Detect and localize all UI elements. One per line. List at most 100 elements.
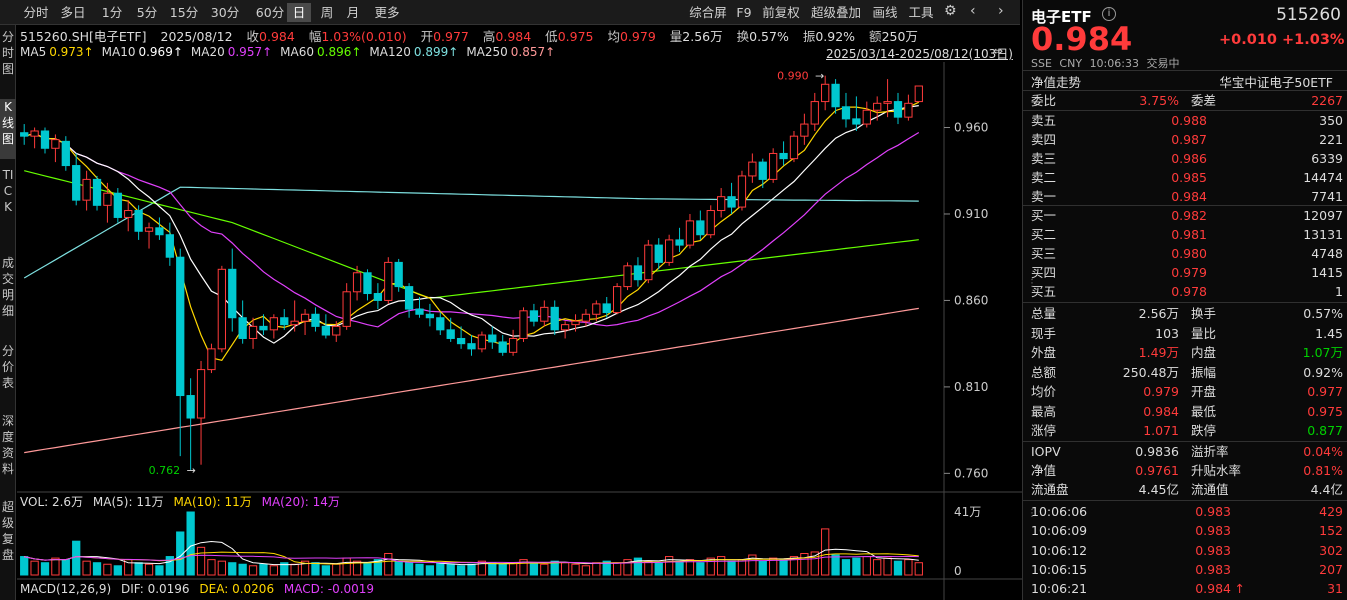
volume-bar xyxy=(488,562,497,576)
scroll-handle-icon-2[interactable]: ⋮ xyxy=(1027,508,1037,519)
volume-bar xyxy=(706,557,715,576)
ask-volume: 221 xyxy=(1319,132,1343,147)
period-tab[interactable]: 周 xyxy=(320,5,334,20)
amplitude-label: 振 xyxy=(802,29,816,44)
sidebar-tab[interactable]: 分时图 xyxy=(1,30,14,76)
etf-stat-label: IOPV xyxy=(1031,444,1061,459)
security-code-display: 515260 xyxy=(1276,5,1341,25)
period-tab[interactable]: 30分 xyxy=(210,5,240,20)
etf-stat-row: IOPV 0.9836 溢折率 0.04% xyxy=(1031,442,1343,462)
stat-label: 最高 xyxy=(1031,403,1057,419)
sidebar-tab[interactable]: K线图 xyxy=(0,99,16,159)
tick-volume: 207 xyxy=(1319,561,1343,577)
nav-trend-link[interactable]: 净值走势 xyxy=(1031,75,1082,90)
volume-bar xyxy=(311,562,320,576)
toolbar-action[interactable]: 超级叠加 xyxy=(810,5,861,20)
tick-time: 10:06:15 xyxy=(1031,561,1088,577)
volume-axis-label: 0 xyxy=(954,564,962,578)
chevron-right-icon[interactable]: › xyxy=(998,3,1004,19)
volume-bar xyxy=(623,559,632,576)
period-tab[interactable]: 60分 xyxy=(255,5,285,20)
etf-stat-value: 4.45亿 xyxy=(1138,482,1179,497)
chevron-left-icon[interactable]: ‹ xyxy=(970,3,976,19)
volume-bar xyxy=(498,563,507,576)
stat-value: 250.48万 xyxy=(1122,364,1179,380)
period-tab[interactable]: 更多 xyxy=(374,5,400,20)
stat-label: 外盘 xyxy=(1031,345,1057,360)
volume-bar xyxy=(103,563,112,576)
scroll-handle-icon[interactable]: ⋮ xyxy=(1027,278,1037,289)
stat-label: 最低 xyxy=(1191,403,1217,419)
toolbar-action[interactable]: 综合屏 xyxy=(689,5,727,20)
sidebar-tab[interactable]: 分价表 xyxy=(1,344,14,390)
current-price: 0.984 xyxy=(1031,20,1133,58)
stat-value: 0.877 xyxy=(1307,423,1343,438)
period-tab[interactable]: 分时 xyxy=(23,5,49,20)
ask-row: 卖四 0.987 221 xyxy=(1031,130,1343,150)
period-tab[interactable]: 日 xyxy=(287,3,311,22)
period-tab[interactable]: 5分 xyxy=(136,5,158,20)
volume-bar xyxy=(696,562,705,576)
price-tick-label: 0.960 xyxy=(954,121,988,135)
tick-price: 0.983 xyxy=(1195,523,1231,539)
volume-bar xyxy=(769,557,778,576)
vol-ma20: MA(20): 14万 xyxy=(261,495,340,509)
bid-label: 买四 xyxy=(1031,265,1057,280)
low-value: 0.975 xyxy=(557,29,594,44)
left-sidebar: 分时图 K线图 TICK 成交明细分价表深度资料超级复盘 xyxy=(0,25,16,600)
volume-bar xyxy=(758,560,767,576)
volume-bar xyxy=(425,565,435,576)
candle-body xyxy=(228,268,237,319)
candle-body xyxy=(706,210,715,236)
stat-label: 总量 xyxy=(1031,306,1057,321)
volume-bar xyxy=(30,560,39,576)
candle-body xyxy=(300,313,310,322)
weibi-value: 3.75% xyxy=(1139,93,1179,108)
sidebar-tab[interactable]: 深度资料 xyxy=(1,414,14,476)
period-tab[interactable]: 月 xyxy=(346,5,360,20)
stat-label: 内盘 xyxy=(1191,345,1217,360)
ask-row: 卖三 0.986 6339 xyxy=(1031,149,1343,169)
toolbar-action[interactable]: 画线 xyxy=(872,5,898,20)
candle-body xyxy=(831,83,840,108)
period-tab[interactable]: 15分 xyxy=(169,5,199,20)
volume-bar xyxy=(893,560,903,576)
candle-body xyxy=(321,325,331,336)
settings-icon[interactable]: ⚙ xyxy=(944,3,957,19)
tick-price: 0.984 xyxy=(1195,581,1231,597)
candle-body xyxy=(20,132,29,137)
macd-dif: DIF: 0.0196 xyxy=(120,582,190,596)
sidebar-tab[interactable]: TICK xyxy=(2,168,14,214)
sidebar-tab[interactable]: 成交明细 xyxy=(1,256,14,318)
candle-body xyxy=(124,210,133,218)
kline-chart[interactable]: 0.960 0.910 0.860 0.810 0.760 0.990 → 0.762 → 41万… xyxy=(17,62,1022,600)
volume-bar xyxy=(332,563,341,576)
candle-body xyxy=(217,268,226,350)
tick-price: 0.983 xyxy=(1195,504,1231,519)
period-tab[interactable]: 1分 xyxy=(101,5,123,20)
toolbar-action[interactable]: 工具 xyxy=(908,5,934,20)
stat-value: 1.45 xyxy=(1315,325,1343,341)
volume-bar xyxy=(862,556,871,576)
candle-body xyxy=(529,310,539,322)
tick-time: 10:06:06 xyxy=(1031,504,1088,519)
toolbar-action[interactable]: 前复权 xyxy=(762,5,800,20)
ask-label: 卖三 xyxy=(1031,151,1057,166)
candle-body xyxy=(519,310,528,339)
etf-stat-value: 0.81% xyxy=(1303,463,1343,478)
info-icon[interactable]: i xyxy=(1102,7,1116,21)
date-range: 2025/03/14-2025/08/12(103日) xyxy=(826,47,1013,61)
close-value: 0.984 xyxy=(259,29,295,44)
volume-bar xyxy=(748,554,757,576)
period-tab[interactable]: 多日 xyxy=(60,5,86,20)
candle-body xyxy=(841,106,851,120)
bid-volume: 13131 xyxy=(1303,227,1343,242)
sidebar-tab[interactable]: 超级复盘 xyxy=(1,500,14,562)
quote-time: 10:06:33 xyxy=(1089,57,1139,70)
toolbar-action[interactable]: F9 xyxy=(736,5,752,20)
stat-row: 涨停 1.071 跌停 0.877 xyxy=(1031,421,1343,441)
expand-icon[interactable]: ⇔ xyxy=(993,44,1004,58)
volume-value: 2.56万 xyxy=(682,29,723,44)
volume-bar xyxy=(259,563,268,576)
etf-stat-row: 净值 0.9761 升贴水率 0.81% xyxy=(1031,461,1343,481)
